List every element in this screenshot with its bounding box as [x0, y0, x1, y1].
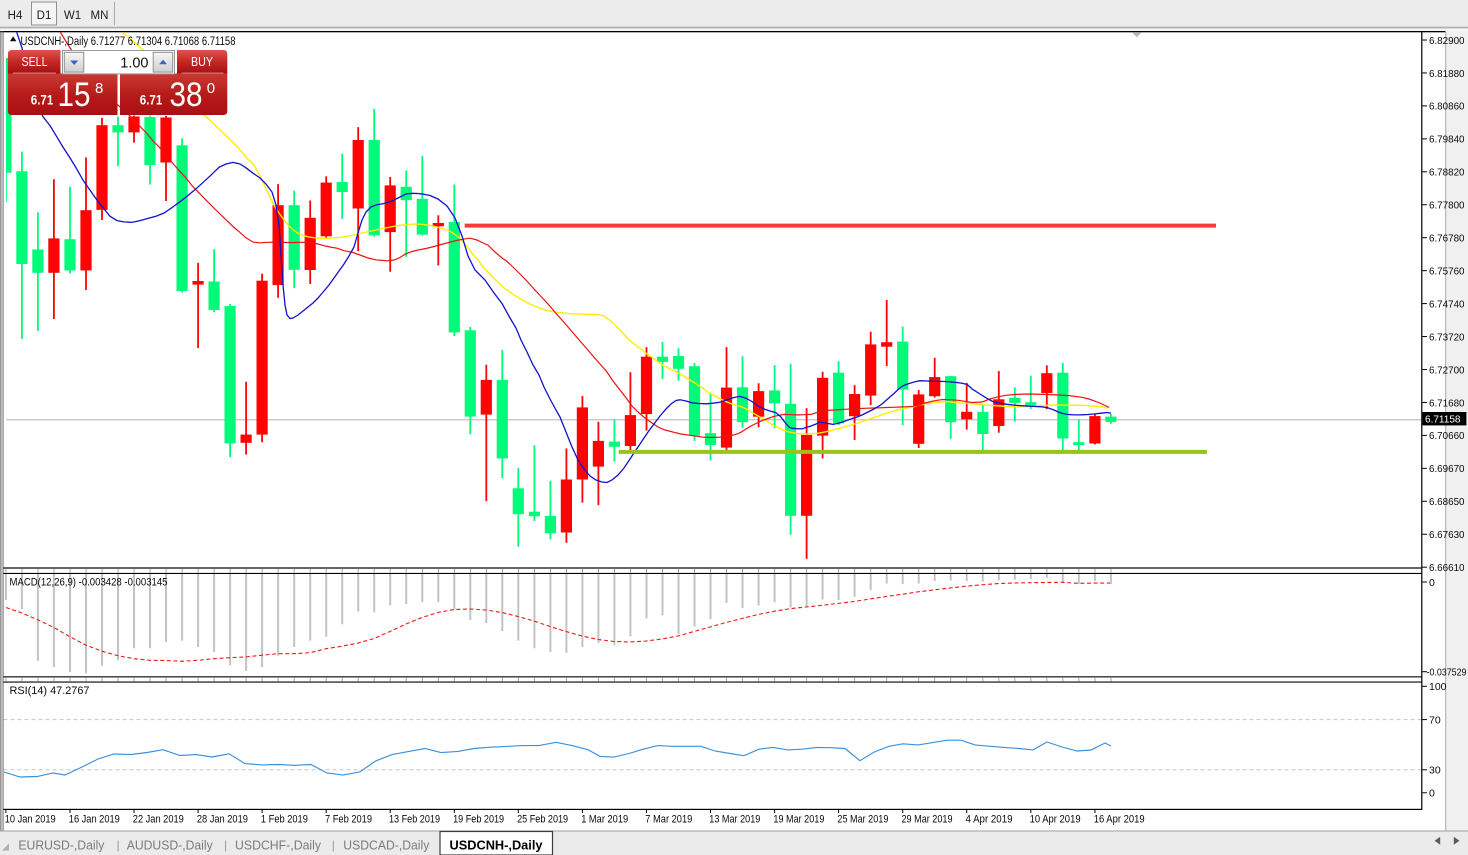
svg-text:-0.037529: -0.037529 — [1427, 666, 1467, 678]
svg-text:30: 30 — [1429, 765, 1441, 777]
svg-text:4 Apr 2019: 4 Apr 2019 — [966, 814, 1013, 826]
svg-text:6.73720: 6.73720 — [1429, 331, 1465, 343]
svg-text:1.00: 1.00 — [120, 56, 148, 72]
svg-text:25 Mar 2019: 25 Mar 2019 — [837, 814, 888, 826]
svg-text:BUY: BUY — [191, 55, 214, 69]
svg-text:0: 0 — [207, 80, 215, 97]
svg-text:|: | — [224, 838, 227, 852]
svg-text:6.69670: 6.69670 — [1429, 463, 1465, 475]
svg-text:16 Jan 2019: 16 Jan 2019 — [69, 814, 120, 826]
svg-text:15: 15 — [58, 76, 91, 114]
svg-text:6.78820: 6.78820 — [1429, 167, 1465, 179]
svg-text:6.77800: 6.77800 — [1429, 200, 1465, 212]
svg-text:13 Mar 2019: 13 Mar 2019 — [709, 814, 760, 826]
svg-text:D1: D1 — [37, 10, 52, 22]
svg-text:28 Jan 2019: 28 Jan 2019 — [197, 814, 248, 826]
svg-text:|: | — [117, 838, 120, 852]
svg-text:6.79840: 6.79840 — [1429, 134, 1465, 146]
svg-text:MACD(12,26,9) -0.003428 -0.003: MACD(12,26,9) -0.003428 -0.003145 — [10, 577, 168, 589]
svg-text:6.71: 6.71 — [140, 93, 163, 108]
svg-text:6.72700: 6.72700 — [1429, 364, 1465, 376]
svg-text:70: 70 — [1429, 714, 1441, 726]
svg-text:1 Mar 2019: 1 Mar 2019 — [581, 814, 628, 826]
svg-text:6.71158: 6.71158 — [1425, 414, 1461, 426]
svg-text:USDCNH-,Daily 6.71277 6.71304: USDCNH-,Daily 6.71277 6.71304 6.71068 6.… — [21, 36, 236, 48]
svg-text:W1: W1 — [64, 10, 81, 22]
svg-text:6.67630: 6.67630 — [1429, 529, 1465, 541]
svg-text:EURUSD-,Daily: EURUSD-,Daily — [18, 839, 105, 853]
svg-text:H4: H4 — [8, 10, 23, 22]
svg-text:13 Feb 2019: 13 Feb 2019 — [389, 814, 440, 826]
svg-text:7 Feb 2019: 7 Feb 2019 — [325, 814, 372, 826]
svg-text:AUDUSD-,Daily: AUDUSD-,Daily — [127, 839, 214, 853]
svg-text:38: 38 — [170, 76, 203, 114]
svg-text:19 Mar 2019: 19 Mar 2019 — [773, 814, 824, 826]
svg-text:25 Feb 2019: 25 Feb 2019 — [517, 814, 568, 826]
svg-text:6.80860: 6.80860 — [1429, 101, 1465, 113]
svg-text:10 Apr 2019: 10 Apr 2019 — [1030, 814, 1081, 826]
svg-text:10 Jan 2019: 10 Jan 2019 — [5, 814, 56, 826]
svg-text:1 Feb 2019: 1 Feb 2019 — [261, 814, 308, 826]
svg-text:6.68650: 6.68650 — [1429, 496, 1465, 508]
svg-text:0: 0 — [1429, 788, 1435, 800]
svg-text:USDCNH-,Daily: USDCNH-,Daily — [450, 839, 543, 853]
svg-text:6.74740: 6.74740 — [1429, 298, 1465, 310]
svg-text:MN: MN — [91, 10, 109, 22]
svg-text:6.71: 6.71 — [31, 93, 54, 108]
svg-text:6.76780: 6.76780 — [1429, 233, 1465, 245]
svg-text:8: 8 — [95, 80, 103, 97]
svg-text:USDCAD-,Daily: USDCAD-,Daily — [343, 839, 430, 853]
svg-text:0: 0 — [1429, 577, 1435, 589]
svg-text:|: | — [332, 838, 335, 852]
svg-text:29 Mar 2019: 29 Mar 2019 — [902, 814, 953, 826]
svg-text:SELL: SELL — [22, 55, 48, 69]
svg-text:6.82900: 6.82900 — [1429, 35, 1465, 47]
svg-text:7 Mar 2019: 7 Mar 2019 — [645, 814, 692, 826]
svg-text:100: 100 — [1429, 681, 1447, 693]
svg-text:6.66610: 6.66610 — [1429, 562, 1465, 574]
svg-text:6.70660: 6.70660 — [1429, 430, 1465, 442]
svg-text:6.75760: 6.75760 — [1429, 265, 1465, 277]
svg-text:RSI(14) 47.2767: RSI(14) 47.2767 — [10, 685, 90, 697]
svg-text:16 Apr 2019: 16 Apr 2019 — [1094, 814, 1145, 826]
svg-text:6.81880: 6.81880 — [1429, 68, 1465, 80]
svg-text:USDCHF-,Daily: USDCHF-,Daily — [235, 839, 322, 853]
svg-text:22 Jan 2019: 22 Jan 2019 — [133, 814, 184, 826]
svg-text:6.71680: 6.71680 — [1429, 397, 1465, 409]
svg-text:19 Feb 2019: 19 Feb 2019 — [453, 814, 504, 826]
